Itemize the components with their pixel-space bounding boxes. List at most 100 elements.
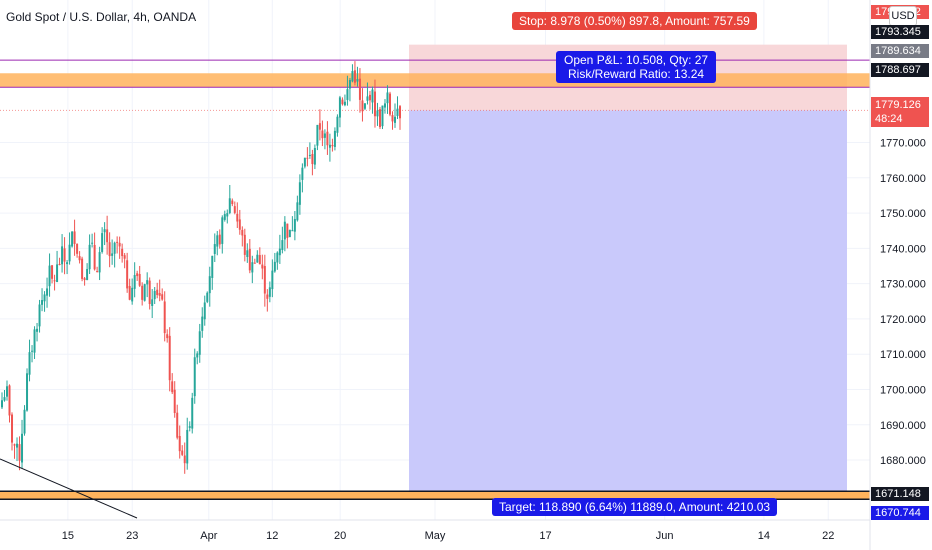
trend-line[interactable]	[0, 458, 138, 519]
candle-body	[176, 412, 179, 438]
candle-body	[348, 80, 351, 89]
candle-body	[98, 252, 101, 273]
candle-body	[358, 78, 361, 100]
candle-body	[86, 268, 89, 281]
x-tick-label: 23	[126, 530, 138, 542]
candle-body	[353, 70, 356, 83]
candle-body	[48, 265, 51, 287]
y-tick-label: 1740.000	[880, 243, 926, 255]
candle-body	[208, 276, 211, 294]
candle-body	[63, 248, 66, 262]
price-label-band-top: 1789.634	[871, 44, 929, 58]
price-label-upper-line: 1793.345	[871, 25, 929, 39]
y-tick-label: 1730.000	[880, 279, 926, 291]
candle-body	[206, 292, 209, 302]
candle-body	[318, 123, 321, 130]
candle-body	[351, 71, 354, 82]
candle-body	[248, 248, 251, 271]
candle-body	[393, 116, 396, 123]
candle-body	[131, 287, 134, 302]
candle-body	[173, 389, 176, 414]
candle-body	[121, 248, 124, 257]
candle-body	[381, 105, 384, 127]
candle-body	[196, 353, 199, 358]
y-tick-label: 1700.000	[880, 384, 926, 396]
candle-body	[113, 242, 116, 254]
candle-body	[78, 256, 81, 261]
candle-body	[61, 246, 64, 265]
candle-body	[76, 243, 79, 254]
candle-body	[378, 109, 381, 128]
candle-body	[323, 133, 326, 138]
candle-body	[38, 304, 41, 327]
candle-body	[368, 94, 371, 101]
candle-body	[221, 217, 224, 244]
candle-body	[143, 284, 146, 301]
candle-body	[16, 443, 19, 448]
candle-body	[178, 435, 181, 452]
candle-body	[213, 244, 216, 254]
candle-body	[8, 385, 11, 416]
candle-body	[203, 302, 206, 320]
candle-body	[11, 414, 14, 443]
y-tick-label: 1760.000	[880, 173, 926, 185]
candle-body	[103, 229, 106, 233]
support-band	[0, 491, 870, 500]
candlestick-series	[1, 61, 401, 474]
candle-body	[13, 444, 16, 446]
y-tick-label: 1710.000	[880, 349, 926, 361]
candle-body	[326, 131, 329, 146]
candle-body	[91, 242, 94, 244]
time-axis[interactable]: 15 23 Apr 12 20 May 17 Jun 14 22	[62, 530, 835, 542]
candle-body	[231, 200, 234, 205]
candle-body	[336, 116, 339, 133]
candle-body	[316, 124, 319, 146]
candle-body	[158, 292, 161, 296]
current-price-value: 1779.126	[875, 99, 921, 111]
y-tick-label: 1680.000	[880, 455, 926, 467]
x-tick-label: 22	[822, 530, 834, 542]
pnl-badge: Open P&L: 10.508, Qty: 27 Risk/Reward Ra…	[556, 51, 717, 83]
candle-body	[243, 234, 246, 255]
candle-body	[338, 97, 341, 118]
currency-button[interactable]: USD	[889, 6, 917, 26]
candle-body	[36, 328, 39, 332]
candle-body	[58, 263, 61, 265]
price-axis[interactable]: 1770.000 1760.000 1750.000 1740.000 1730.000…	[880, 138, 926, 468]
candle-body	[226, 213, 229, 217]
price-label-lower-bottom: 1670.744	[871, 506, 929, 520]
candle-body	[293, 218, 296, 232]
candle-body	[1, 400, 3, 408]
candle-body	[146, 280, 149, 285]
y-tick-label: 1770.000	[880, 138, 926, 150]
candle-body	[21, 433, 24, 463]
candle-body	[201, 316, 204, 331]
candle-body	[331, 144, 334, 147]
candle-body	[53, 280, 56, 282]
candle-body	[26, 373, 29, 411]
candle-body	[301, 167, 304, 180]
candle-body	[228, 198, 231, 213]
candle-body	[281, 240, 284, 251]
candle-body	[303, 157, 306, 167]
candle-body	[123, 255, 126, 259]
candle-body	[241, 229, 244, 236]
candle-body	[68, 244, 71, 262]
candle-body	[171, 381, 174, 393]
stop-badge: Stop: 8.978 (0.50%) 897.8, Amount: 757.5…	[512, 12, 757, 30]
candle-body	[321, 130, 324, 139]
candle-body	[356, 79, 359, 82]
price-label-band-bottom: 1788.697	[871, 63, 929, 77]
target-zone	[409, 110, 847, 495]
y-tick-label: 1750.000	[880, 208, 926, 220]
candle-body	[191, 397, 194, 429]
candle-body	[151, 299, 154, 306]
y-tick-label: 1720.000	[880, 314, 926, 326]
candle-body	[106, 229, 109, 243]
candle-body	[286, 223, 289, 238]
candle-body	[223, 214, 226, 220]
candle-body	[278, 248, 281, 256]
candle-body	[51, 265, 54, 279]
candle-body	[363, 103, 366, 109]
